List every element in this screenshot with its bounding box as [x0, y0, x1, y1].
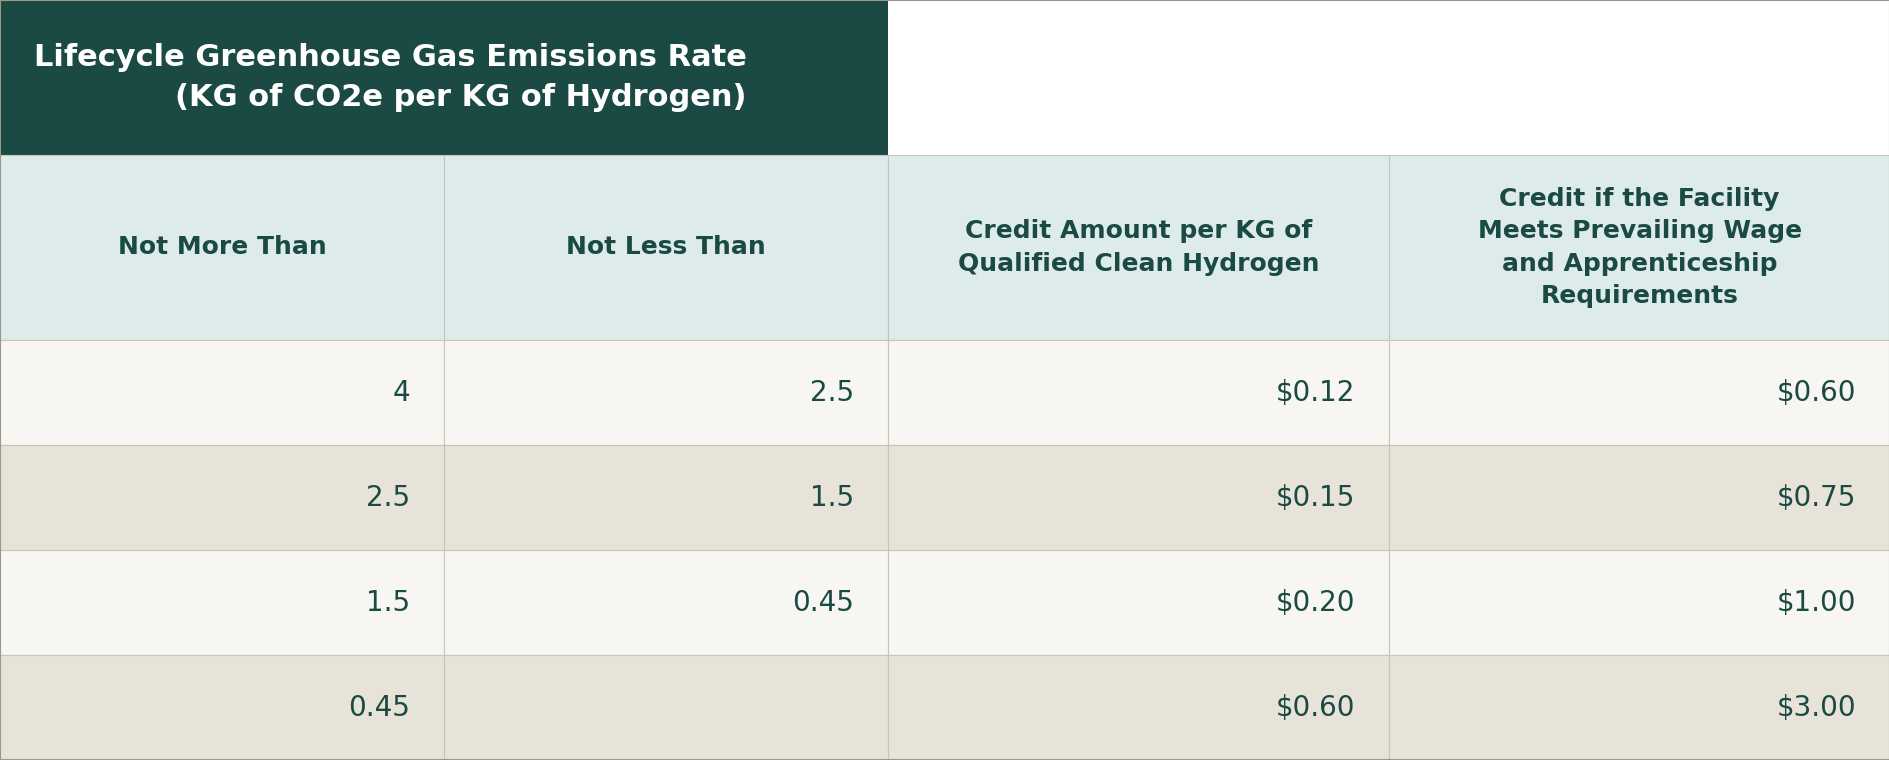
Text: Lifecycle Greenhouse Gas Emissions Rate
(KG of CO2e per KG of Hydrogen): Lifecycle Greenhouse Gas Emissions Rate …: [34, 43, 746, 112]
Text: 1.5: 1.5: [366, 588, 410, 616]
Bar: [888, 340, 1388, 445]
Bar: [1388, 655, 1889, 760]
Bar: [888, 155, 1388, 340]
Bar: [1388, 550, 1889, 655]
Bar: [444, 655, 888, 760]
Text: 4: 4: [393, 378, 410, 407]
Text: $3.00: $3.00: [1776, 694, 1855, 721]
Text: 1.5: 1.5: [810, 483, 854, 511]
Text: 2.5: 2.5: [810, 378, 854, 407]
Bar: [888, 445, 1388, 550]
Text: $0.60: $0.60: [1776, 378, 1855, 407]
Text: $1.00: $1.00: [1776, 588, 1855, 616]
Bar: [1388, 340, 1889, 445]
Bar: [0, 550, 444, 655]
Bar: [0, 655, 444, 760]
Text: Not More Than: Not More Than: [117, 236, 327, 259]
Text: $0.15: $0.15: [1275, 483, 1354, 511]
Bar: [444, 550, 888, 655]
Text: $0.20: $0.20: [1275, 588, 1354, 616]
Bar: [444, 445, 888, 550]
Bar: [444, 155, 888, 340]
Bar: [444, 340, 888, 445]
Bar: [0, 445, 444, 550]
Text: Credit Amount per KG of
Qualified Clean Hydrogen: Credit Amount per KG of Qualified Clean …: [958, 219, 1319, 276]
Text: $0.75: $0.75: [1776, 483, 1855, 511]
Bar: [1388, 155, 1889, 340]
Bar: [888, 0, 1388, 155]
Bar: [888, 550, 1388, 655]
Text: 0.45: 0.45: [791, 588, 854, 616]
Text: $0.12: $0.12: [1275, 378, 1354, 407]
Text: 0.45: 0.45: [348, 694, 410, 721]
Bar: [0, 340, 444, 445]
Text: $0.60: $0.60: [1275, 694, 1354, 721]
Bar: [0, 0, 888, 155]
Bar: [0, 155, 444, 340]
Text: Credit if the Facility
Meets Prevailing Wage
and Apprenticeship
Requirements: Credit if the Facility Meets Prevailing …: [1477, 187, 1800, 309]
Bar: [1388, 445, 1889, 550]
Bar: [1388, 0, 1889, 155]
Bar: [888, 655, 1388, 760]
Text: Not Less Than: Not Less Than: [567, 236, 765, 259]
Text: 2.5: 2.5: [366, 483, 410, 511]
